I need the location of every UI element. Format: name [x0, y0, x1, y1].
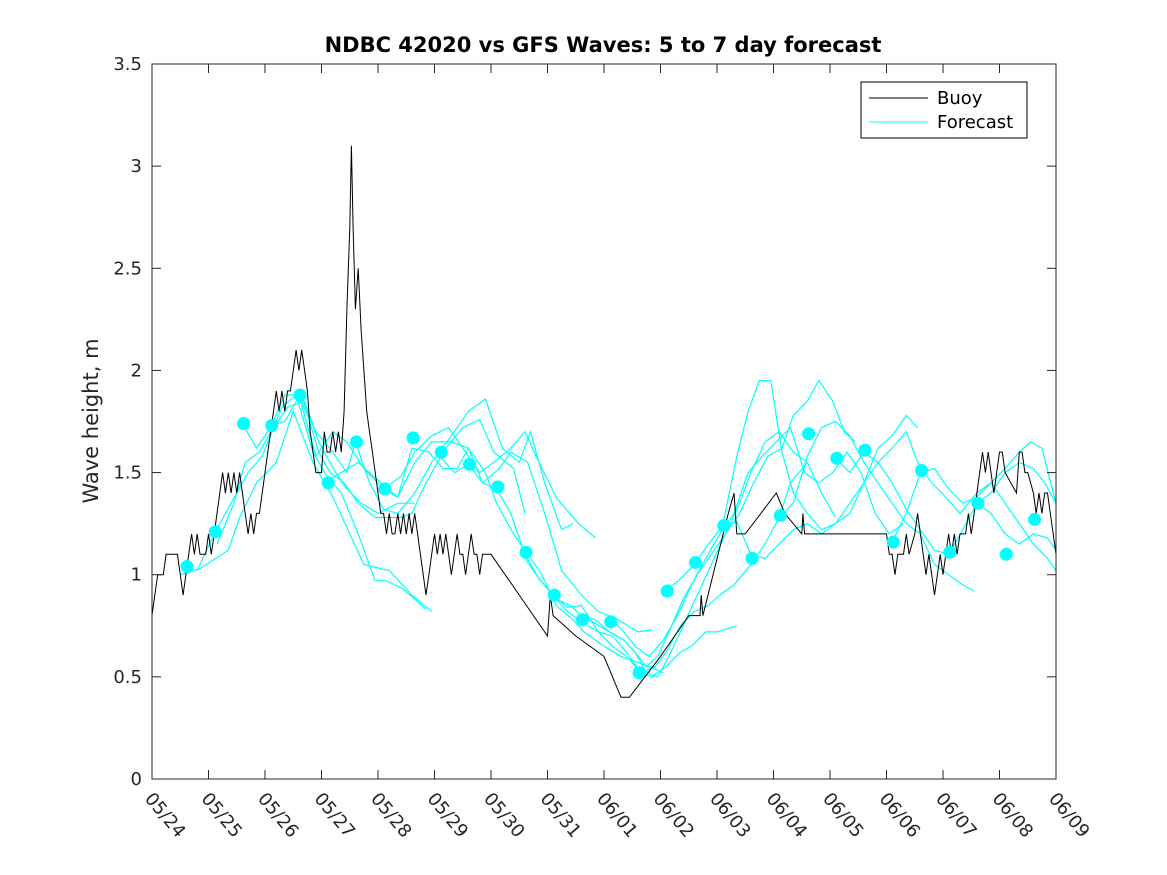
- forecast-marker: [830, 451, 844, 465]
- plot-series-group: [151, 145, 1057, 698]
- x-tick-label: 06/01: [592, 789, 641, 842]
- x-tick-label: 05/25: [197, 789, 246, 842]
- forecast-marker: [717, 519, 731, 533]
- y-tick-label: 0: [131, 769, 142, 790]
- forecast-line: [216, 400, 415, 545]
- forecast-marker: [999, 547, 1013, 561]
- y-tick-label: 1.5: [113, 463, 142, 484]
- forecast-marker: [434, 445, 448, 459]
- x-tick-label: 05/24: [140, 789, 189, 842]
- forecast-marker: [519, 545, 533, 559]
- x-tick-label: 05/28: [366, 789, 415, 842]
- x-tick-label: 06/09: [1044, 789, 1093, 842]
- forecast-line: [521, 462, 808, 674]
- forecast-line: [180, 409, 433, 612]
- x-tick-label: 05/27: [310, 789, 359, 842]
- y-tick-label: 1: [131, 565, 142, 586]
- forecast-line: [323, 441, 653, 633]
- forecast-marker: [547, 588, 561, 602]
- forecast-marker: [180, 560, 194, 574]
- buoy-line: [151, 145, 1057, 698]
- forecast-line: [581, 379, 856, 678]
- forecast-marker: [463, 457, 477, 471]
- axis-ticks: 00.511.522.533.505/24 05/25 05/26 05/27 05/2…: [113, 54, 1093, 842]
- legend-forecast-label: Forecast: [937, 112, 1013, 133]
- forecast-marker: [689, 555, 703, 569]
- forecast-marker: [491, 480, 505, 494]
- legend-box: [860, 81, 1028, 139]
- plot-frame: [151, 63, 1057, 780]
- forecast-marker: [971, 496, 985, 510]
- forecast-line: [298, 394, 596, 539]
- forecast-marker: [802, 427, 816, 441]
- y-tick-label: 3: [131, 156, 142, 177]
- y-tick-label: 2: [131, 360, 142, 381]
- forecast-marker: [406, 431, 420, 445]
- forecast-marker: [237, 417, 251, 431]
- forecast-line: [270, 395, 574, 531]
- x-tick-label: 06/08: [988, 789, 1037, 842]
- y-tick-label: 2.5: [113, 258, 142, 279]
- forecast-marker: [265, 419, 279, 433]
- forecast-marker: [378, 482, 392, 496]
- forecast-line: [778, 420, 975, 592]
- forecast-marker: [943, 545, 957, 559]
- x-tick-label: 05/31: [536, 789, 585, 842]
- forecast-marker: [915, 464, 929, 478]
- legend: Buoy Forecast: [860, 81, 1028, 139]
- forecast-marker: [208, 525, 222, 539]
- legend-buoy-label: Buoy: [937, 88, 983, 109]
- x-tick-label: 06/07: [931, 789, 980, 842]
- forecast-marker: [632, 666, 646, 680]
- forecast-line: [383, 446, 664, 674]
- forecast-marker: [660, 584, 674, 598]
- forecast-line: [241, 394, 526, 519]
- forecast-marker: [886, 535, 900, 549]
- x-tick-label: 06/04: [762, 789, 811, 842]
- forecast-marker: [745, 551, 759, 565]
- x-tick-label: 05/30: [479, 789, 528, 842]
- x-tick-label: 05/26: [253, 789, 302, 842]
- forecast-marker: [1028, 513, 1042, 527]
- forecast-marker: [350, 435, 364, 449]
- x-tick-label: 06/06: [875, 789, 924, 842]
- forecast-marker: [773, 508, 787, 522]
- forecast-marker: [604, 615, 618, 629]
- forecast-line: [976, 502, 1057, 551]
- forecast-line: [722, 430, 1057, 560]
- x-tick-label: 06/03: [705, 789, 754, 842]
- chart-title: NDBC 42020 vs GFS Waves: 5 to 7 day fore…: [325, 33, 882, 57]
- forecast-marker: [576, 613, 590, 627]
- y-axis-label: Wave height, m: [79, 338, 103, 503]
- forecast-marker: [293, 388, 307, 402]
- forecast-marker: [321, 476, 335, 490]
- forecast-line: [835, 451, 1057, 556]
- y-tick-label: 3.5: [113, 54, 142, 75]
- y-tick-label: 0.5: [113, 667, 142, 688]
- forecast-line: [612, 426, 904, 658]
- x-tick-label: 06/02: [649, 789, 698, 842]
- x-tick-label: 05/29: [423, 789, 472, 842]
- x-tick-label: 06/05: [818, 789, 867, 842]
- forecast-line: [665, 380, 919, 592]
- forecast-marker: [858, 443, 872, 457]
